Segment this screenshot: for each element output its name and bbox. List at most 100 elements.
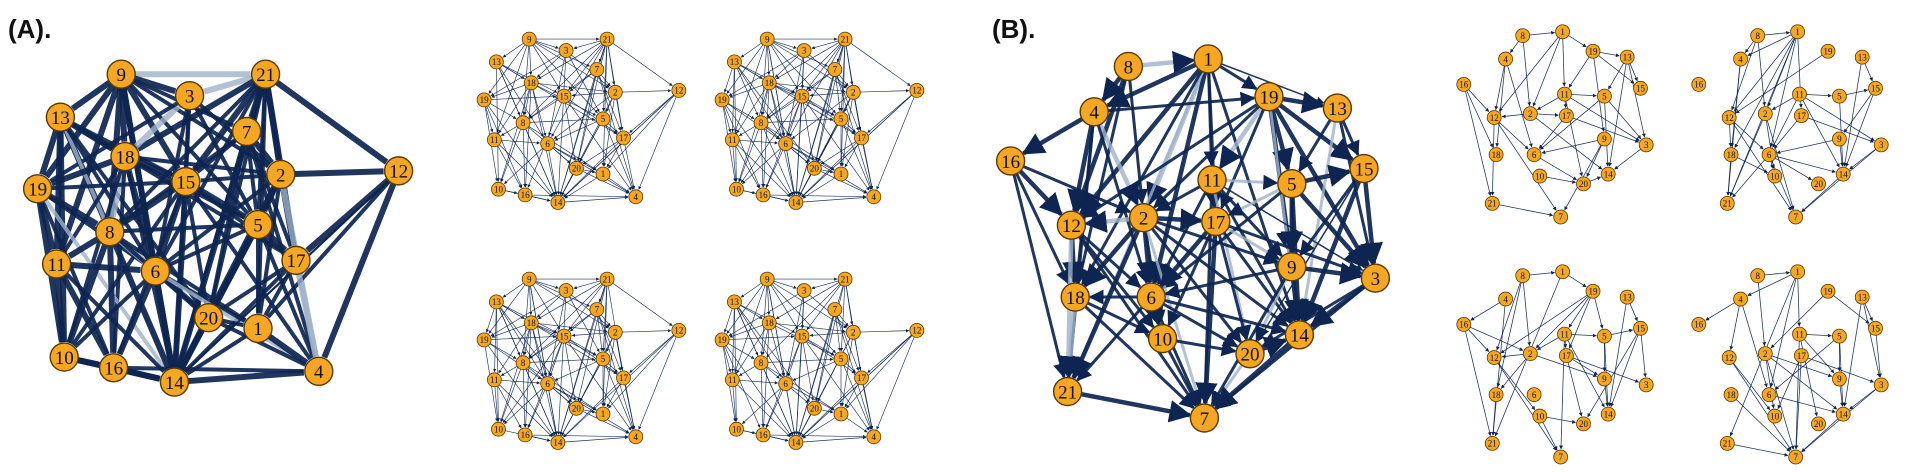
network-edge <box>760 369 765 428</box>
node-19: 19 <box>1585 283 1601 299</box>
network-edge <box>1747 274 1792 296</box>
node-circle <box>491 181 506 197</box>
network-edge <box>727 103 755 119</box>
node-label: 16 <box>1459 80 1469 90</box>
node-circle <box>1555 264 1570 280</box>
network-edge <box>561 414 574 436</box>
node-15: 15 <box>1633 320 1648 336</box>
node-label: 20 <box>572 164 582 174</box>
node-label: 12 <box>1490 353 1499 363</box>
node-16: 16 <box>755 427 771 443</box>
node-label: 13 <box>51 108 70 129</box>
node-14: 14 <box>1835 406 1851 422</box>
network-edge <box>49 101 179 183</box>
node-label: 11 <box>1560 329 1569 339</box>
node-circle <box>1854 49 1870 65</box>
node-label: 14 <box>1290 326 1310 347</box>
node-13: 13 <box>1854 289 1870 305</box>
network-edge <box>1801 418 1839 452</box>
network-edge <box>736 328 766 374</box>
network-edge <box>1227 188 1280 217</box>
network-edge <box>535 280 559 289</box>
node-circle <box>1619 289 1635 305</box>
network-edge <box>1766 360 1795 450</box>
node-label: 15 <box>1636 84 1646 94</box>
small-network-a-1: 9 21 3 13 7 18 2 12 19 15 8 5 17 11 6 20 1 10 16 14 4 <box>476 31 687 210</box>
node-circle <box>1456 77 1472 92</box>
network-edge <box>1542 422 1558 451</box>
network-edge <box>766 43 841 118</box>
node-circle <box>1600 406 1616 422</box>
node-circle <box>806 160 822 176</box>
network-edge <box>582 411 629 434</box>
network-edge <box>772 282 847 329</box>
network-edge <box>1079 68 1202 216</box>
node-label: 13 <box>492 297 502 307</box>
node-11: 11 <box>1557 326 1572 342</box>
network-edge <box>845 363 856 373</box>
node-4: 4 <box>1733 291 1748 307</box>
node-circle <box>1873 137 1889 153</box>
node-circle <box>714 92 730 108</box>
node-8: 8 <box>515 115 531 131</box>
network-edge <box>499 384 553 438</box>
node-circle <box>1488 387 1504 403</box>
node-label: 5 <box>601 354 606 364</box>
network-edge <box>501 379 540 385</box>
node-circle <box>231 116 262 147</box>
node-circle <box>724 372 740 388</box>
network-edge <box>532 44 561 90</box>
node-circle <box>1585 43 1601 59</box>
node-label: 10 <box>1770 171 1780 181</box>
node-circle <box>1757 346 1773 362</box>
network-edge <box>194 107 253 213</box>
node-label: 12 <box>912 326 921 336</box>
network-edge <box>1535 117 1603 170</box>
node-circle <box>49 342 79 372</box>
network-edge <box>1742 305 1768 388</box>
network-edge <box>734 308 738 422</box>
network-edge <box>867 334 912 373</box>
network-edge <box>491 324 525 338</box>
node-circle <box>1790 264 1805 280</box>
network-edge <box>727 343 755 359</box>
node-21: 21 <box>250 59 281 89</box>
node-2: 2 <box>607 324 623 340</box>
node-label: 9 <box>527 34 532 44</box>
network-edge <box>491 334 557 340</box>
network-edge <box>583 409 596 414</box>
network-edge <box>1604 385 1609 407</box>
network-edge <box>1803 339 1835 374</box>
node-label: 1 <box>1203 50 1213 71</box>
network-edge <box>799 414 812 436</box>
network-edge <box>1494 65 1505 111</box>
node-17: 17 <box>616 370 631 386</box>
node-label: 6 <box>151 262 161 283</box>
network-edge <box>727 103 780 140</box>
network-edge <box>1536 337 1559 351</box>
network-edge <box>1164 268 1279 299</box>
network-edge <box>1142 301 1165 327</box>
node-circle <box>1633 80 1648 96</box>
network-edge <box>1299 178 1357 256</box>
node-3: 3 <box>796 283 812 298</box>
node-label: 4 <box>1738 54 1743 64</box>
node-circle <box>1597 131 1612 147</box>
network-edge <box>530 117 596 123</box>
network-edge <box>1499 204 1554 217</box>
node-circle <box>1484 195 1500 211</box>
network-edge <box>1769 161 1774 169</box>
network-edge <box>809 332 847 337</box>
network-edge <box>846 335 913 409</box>
node-label: 6 <box>783 379 788 389</box>
node-11: 11 <box>1557 86 1572 102</box>
node-6: 6 <box>1761 147 1777 163</box>
node-14: 14 <box>788 435 804 450</box>
node-circle <box>1792 86 1807 102</box>
node-label: 2 <box>1763 349 1768 359</box>
node-label: 1 <box>1795 267 1800 277</box>
network-edge <box>1728 124 1733 147</box>
network-edge <box>1278 103 1354 162</box>
